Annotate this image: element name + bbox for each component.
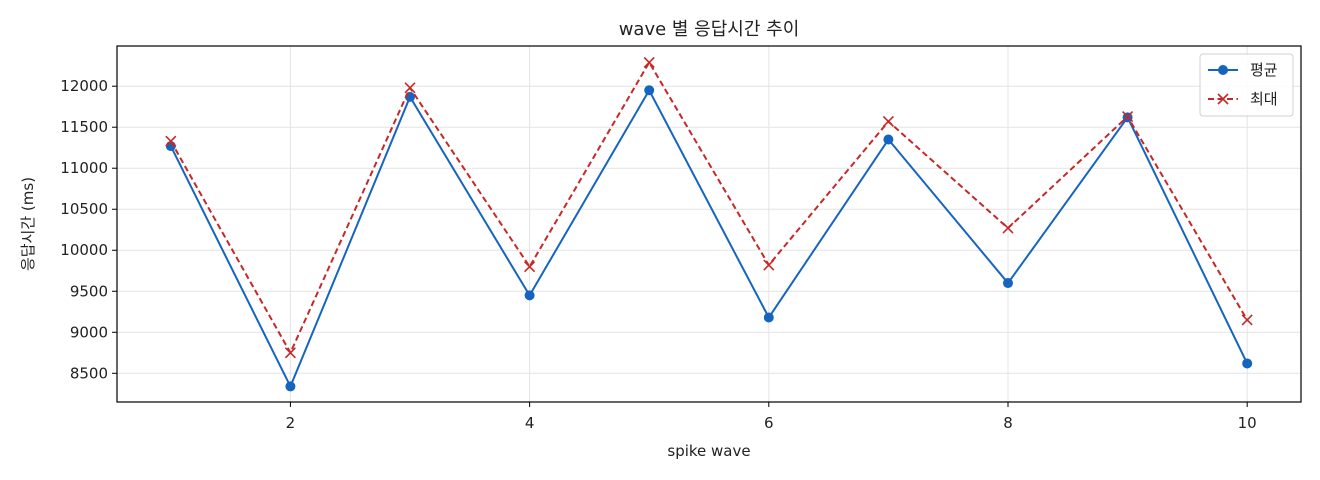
y-tick-label: 10000 (60, 241, 108, 259)
legend-label: 최대 (1250, 90, 1278, 108)
data-point (1002, 222, 1014, 234)
data-point (763, 312, 774, 323)
legend-item: 평균 (1208, 61, 1278, 79)
data-point (763, 259, 775, 271)
x-tick-label: 8 (1003, 414, 1013, 432)
series-2 (165, 56, 1253, 359)
data-point (1002, 278, 1013, 289)
plot-area-frame (116, 45, 1302, 403)
y-tick-label: 11000 (60, 159, 108, 177)
data-point (404, 82, 416, 94)
data-point (165, 135, 177, 147)
series-layer (165, 56, 1253, 392)
data-point (643, 56, 655, 68)
data-point (524, 261, 536, 273)
x-axis-label: spike wave (667, 442, 750, 460)
grid (117, 46, 1301, 402)
y-tick-label: 9500 (70, 282, 108, 300)
y-tick-label: 11500 (60, 118, 108, 136)
series-line (169, 61, 1249, 354)
x-tick-label: 10 (1238, 414, 1257, 432)
legend-label: 평균 (1250, 61, 1278, 79)
series-1 (165, 85, 1253, 392)
legend-box (1199, 53, 1294, 117)
y-tick-label: 8500 (70, 364, 108, 382)
data-point (1242, 358, 1253, 369)
legend-item: 최대 (1208, 90, 1278, 108)
y-tick-label: 12000 (60, 77, 108, 95)
series-line (169, 89, 1249, 388)
y-tick-label: 9000 (70, 323, 108, 341)
x-axis-ticks: 2 4 6 8 10 (286, 402, 1257, 432)
data-point (1241, 314, 1253, 326)
legend-marker (1218, 65, 1228, 75)
chart-title: wave 별 응답시간 추이 (619, 19, 800, 40)
legend-marker (1217, 93, 1229, 105)
data-point (644, 85, 655, 96)
y-axis-ticks: 8500 9000 9500 10000 10500 11000 11500 12000 (60, 77, 117, 382)
data-point (524, 290, 535, 301)
data-point (285, 381, 296, 392)
x-tick-label: 4 (525, 414, 535, 432)
data-point (1122, 110, 1134, 123)
y-axis-label: 응답시간 (ms) (19, 177, 37, 271)
data-point (284, 347, 296, 359)
data-point (883, 134, 894, 145)
x-tick-label: 6 (764, 414, 774, 432)
data-point (882, 115, 894, 128)
x-tick-label: 2 (286, 414, 296, 432)
y-tick-label: 10500 (60, 200, 108, 218)
